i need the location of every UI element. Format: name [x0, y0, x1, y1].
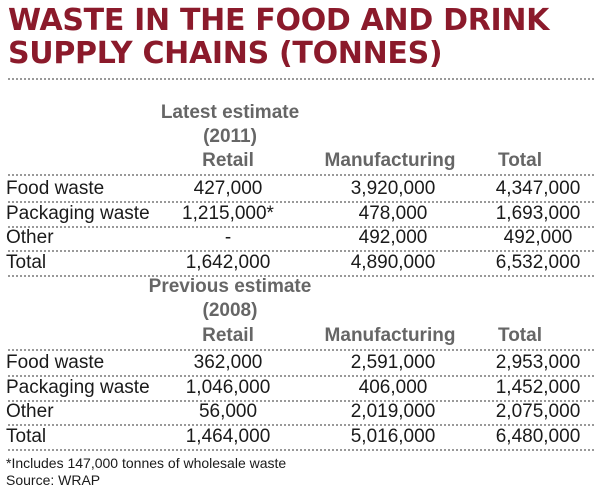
column-header-manufacturing-previous: Manufacturing [324, 325, 456, 346]
section-heading-previous: Previous estimate [148, 276, 312, 297]
cell-manufacturing: 5,016,000 [350, 425, 436, 447]
row-divider [8, 399, 594, 402]
cell-retail: 1,642,000 [185, 251, 271, 273]
cell-manufacturing: 492,000 [358, 227, 428, 248]
cell-retail: 427,000 [193, 178, 263, 199]
row-label: Total [6, 425, 47, 447]
cell-manufacturing: 3,920,000 [350, 178, 436, 199]
cell-total: 4,347,000 [495, 178, 581, 199]
cell-total: 2,953,000 [495, 352, 581, 373]
row-divider [8, 448, 594, 451]
cell-retail: 1,046,000 [185, 376, 271, 398]
cell-retail: - [224, 227, 232, 248]
cell-manufacturing: 478,000 [358, 202, 428, 224]
footnote: *Includes 147,000 tonnes of wholesale wa… [6, 455, 287, 471]
section-heading-latest: Latest estimate [160, 102, 300, 123]
header-divider [8, 174, 594, 176]
cell-retail: 56,000 [198, 401, 258, 422]
cell-manufacturing: 4,890,000 [350, 251, 436, 273]
header-divider-previous [8, 349, 594, 351]
row-label: Food waste [6, 352, 105, 373]
cell-manufacturing: 406,000 [358, 376, 428, 398]
column-header-total: Total [498, 150, 542, 171]
row-label: Packaging waste [6, 376, 150, 398]
row-label: Food waste [6, 178, 105, 199]
section-year-latest: (2011) [203, 126, 257, 147]
cell-total: 1,693,000 [495, 202, 581, 224]
row-label: Other [6, 401, 54, 422]
cell-manufacturing: 2,591,000 [350, 352, 436, 373]
source-note: Source: WRAP [6, 472, 101, 488]
cell-retail: 1,464,000 [185, 425, 271, 447]
top-divider [8, 78, 594, 80]
row-divider [8, 424, 594, 426]
row-label: Packaging waste [6, 202, 150, 224]
column-header-manufacturing: Manufacturing [324, 150, 456, 171]
cell-retail: 1,215,000* [182, 202, 274, 224]
row-divider [8, 375, 594, 377]
column-header-total-previous: Total [498, 325, 542, 346]
cell-total: 492,000 [503, 227, 573, 248]
cell-total: 6,480,000 [495, 425, 581, 447]
section-year-previous: (2008) [202, 300, 258, 321]
chart-title: WASTE IN THE FOOD AND DRINK SUPPLY CHAIN… [8, 3, 550, 71]
row-divider [8, 250, 594, 252]
row-divider [8, 225, 594, 228]
cell-total: 6,532,000 [495, 251, 581, 273]
row-label: Other [6, 227, 54, 248]
column-header-retail-previous: Retail [202, 325, 254, 346]
cell-total: 2,075,000 [495, 401, 581, 422]
cell-total: 1,452,000 [495, 376, 581, 398]
row-divider [8, 274, 594, 277]
row-label: Total [6, 251, 47, 273]
column-header-retail: Retail [202, 150, 254, 171]
cell-manufacturing: 2,019,000 [350, 401, 436, 422]
row-divider [8, 201, 594, 203]
cell-retail: 362,000 [193, 352, 263, 373]
